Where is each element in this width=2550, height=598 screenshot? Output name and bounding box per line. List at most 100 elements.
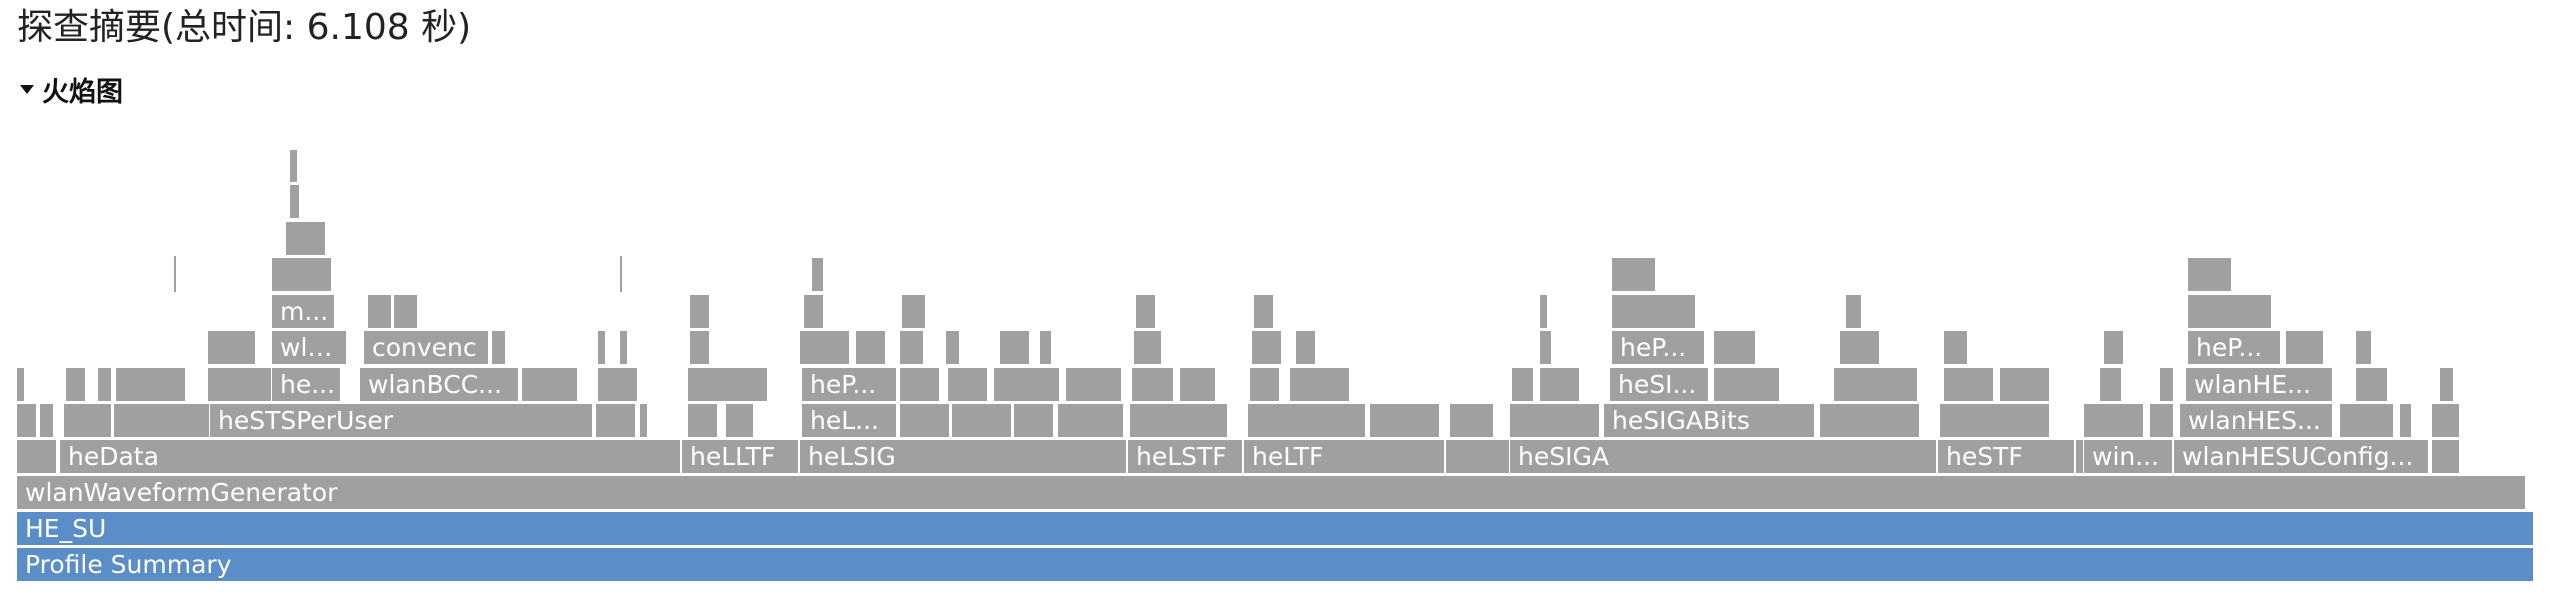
frame-sliver[interactable] bbox=[1248, 404, 1366, 437]
frame-sliver[interactable] bbox=[1944, 368, 1994, 401]
frame-sliver[interactable] bbox=[1450, 404, 1494, 437]
frame-sliver[interactable] bbox=[1540, 295, 1548, 328]
frame-sliver[interactable] bbox=[726, 404, 754, 437]
frame-sliver[interactable] bbox=[1540, 331, 1552, 364]
frame-sliver[interactable] bbox=[1612, 258, 1656, 291]
frame-wlanbcc[interactable]: wlanBCC... bbox=[360, 368, 520, 401]
frame-sliver[interactable] bbox=[902, 295, 926, 328]
frame-sliver[interactable] bbox=[900, 404, 950, 437]
frame-sliver[interactable] bbox=[2076, 440, 2084, 473]
frame-sliver[interactable] bbox=[2340, 404, 2394, 437]
frame-wlanhesuconfig[interactable]: wlanHESUConfig... bbox=[2174, 440, 2430, 473]
frame-sliver[interactable] bbox=[394, 295, 418, 328]
frame-sliver[interactable] bbox=[1446, 440, 1510, 473]
frame-sliver[interactable] bbox=[690, 295, 710, 328]
frame-sliver[interactable] bbox=[2356, 331, 2372, 364]
frame-sliver[interactable] bbox=[620, 256, 623, 292]
frame-sliver[interactable] bbox=[1540, 368, 1580, 401]
frame-sliver[interactable] bbox=[98, 368, 112, 401]
frame-sliver[interactable] bbox=[368, 295, 392, 328]
frame-hep-lsig[interactable]: heP... bbox=[802, 368, 898, 401]
frame-sliver[interactable] bbox=[1130, 404, 1228, 437]
frame-sliver[interactable] bbox=[800, 331, 850, 364]
frame-sliver[interactable] bbox=[2400, 404, 2412, 437]
frame-sliver[interactable] bbox=[1250, 368, 1280, 401]
frame-sliver[interactable] bbox=[2440, 368, 2454, 401]
frame-sliver[interactable] bbox=[1040, 331, 1052, 364]
frame-sliver[interactable] bbox=[812, 258, 824, 291]
frame-hep-siga[interactable]: heP... bbox=[1612, 331, 1706, 364]
frame-heltf[interactable]: heLTF bbox=[1244, 440, 1446, 473]
frame-sliver[interactable] bbox=[2104, 331, 2124, 364]
frame-sliver[interactable] bbox=[948, 368, 988, 401]
frame-sliver[interactable] bbox=[1512, 368, 1534, 401]
frame-sliver[interactable] bbox=[690, 331, 710, 364]
frame-hel[interactable]: heL... bbox=[802, 404, 898, 437]
frame-sliver[interactable] bbox=[1510, 404, 1600, 437]
frame-sliver[interactable] bbox=[2432, 404, 2460, 437]
frame-hesiga[interactable]: heSIGA bbox=[1510, 440, 1938, 473]
flame-graph-toggle[interactable]: 火焰图 bbox=[20, 70, 123, 109]
frame-sliver[interactable] bbox=[1944, 331, 1968, 364]
frame-sliver[interactable] bbox=[290, 150, 298, 182]
frame-sliver[interactable] bbox=[286, 222, 326, 255]
frame-sliver[interactable] bbox=[688, 404, 718, 437]
frame-sliver[interactable] bbox=[640, 404, 648, 437]
frame-sliver[interactable] bbox=[900, 331, 924, 364]
frame-hep-config[interactable]: heP... bbox=[2188, 331, 2282, 364]
frame-sliver[interactable] bbox=[994, 368, 1060, 401]
frame-sliver[interactable] bbox=[596, 404, 636, 437]
frame-sliver[interactable] bbox=[1252, 331, 1282, 364]
frame-sliver[interactable] bbox=[598, 368, 638, 401]
frame-convenc[interactable]: convenc bbox=[364, 331, 490, 364]
frame-sliver[interactable] bbox=[1066, 368, 1122, 401]
frame-hestsperuser[interactable]: heSTSPerUser bbox=[210, 404, 594, 437]
frame-sliver[interactable] bbox=[2100, 368, 2122, 401]
frame-sliver[interactable] bbox=[900, 368, 940, 401]
frame-sliver[interactable] bbox=[66, 368, 86, 401]
frame-sliver[interactable] bbox=[116, 368, 186, 401]
frame-sliver[interactable] bbox=[64, 404, 112, 437]
frame-sliver[interactable] bbox=[2356, 368, 2388, 401]
frame-sliver[interactable] bbox=[1714, 331, 1756, 364]
frame-sliver[interactable] bbox=[1254, 295, 1274, 328]
frame-he-su[interactable]: HE_SU bbox=[17, 512, 2535, 545]
frame-sliver[interactable] bbox=[2150, 404, 2174, 437]
frame-helsig[interactable]: heLSIG bbox=[800, 440, 1128, 473]
frame-sliver[interactable] bbox=[2160, 368, 2174, 401]
frame-sliver[interactable] bbox=[1714, 368, 1780, 401]
frame-sliver[interactable] bbox=[1846, 295, 1862, 328]
frame-sliver[interactable] bbox=[17, 440, 57, 473]
frame-sliver[interactable] bbox=[804, 295, 824, 328]
frame-m[interactable]: m... bbox=[272, 295, 336, 328]
frame-sliver[interactable] bbox=[174, 256, 177, 292]
frame-profile-summary[interactable]: Profile Summary bbox=[17, 548, 2535, 581]
frame-sliver[interactable] bbox=[2188, 295, 2272, 328]
frame-sliver[interactable] bbox=[856, 331, 886, 364]
frame-sliver[interactable] bbox=[1014, 404, 1054, 437]
frame-sliver[interactable] bbox=[1134, 331, 1162, 364]
frame-wla[interactable]: wla... bbox=[272, 331, 348, 364]
frame-hestf[interactable]: heSTF bbox=[1938, 440, 2076, 473]
frame-wlanhe[interactable]: wlanHE... bbox=[2186, 368, 2334, 401]
frame-sliver[interactable] bbox=[946, 331, 960, 364]
frame-sliver[interactable] bbox=[208, 368, 272, 401]
frame-sliver[interactable] bbox=[2188, 258, 2232, 291]
frame-hedata[interactable]: heData bbox=[60, 440, 682, 473]
frame-sliver[interactable] bbox=[522, 368, 578, 401]
frame-win[interactable]: win... bbox=[2084, 440, 2174, 473]
frame-sliver[interactable] bbox=[1296, 331, 1316, 364]
frame-sliver[interactable] bbox=[1840, 331, 1880, 364]
frame-sliver[interactable] bbox=[1612, 295, 1696, 328]
frame-sliver[interactable] bbox=[620, 331, 628, 364]
frame-sliver[interactable] bbox=[1136, 295, 1156, 328]
frame-sliver[interactable] bbox=[1180, 368, 1216, 401]
frame-sliver[interactable] bbox=[2432, 440, 2460, 473]
frame-sliver[interactable] bbox=[17, 404, 37, 437]
frame-sliver[interactable] bbox=[952, 404, 1012, 437]
frame-sliver[interactable] bbox=[1000, 331, 1030, 364]
frame-sliver[interactable] bbox=[114, 404, 210, 437]
frame-helstf[interactable]: heLSTF bbox=[1128, 440, 1244, 473]
frame-sliver[interactable] bbox=[688, 368, 768, 401]
frame-wlanwaveformgenerator[interactable]: wlanWaveformGenerator bbox=[17, 476, 2527, 509]
